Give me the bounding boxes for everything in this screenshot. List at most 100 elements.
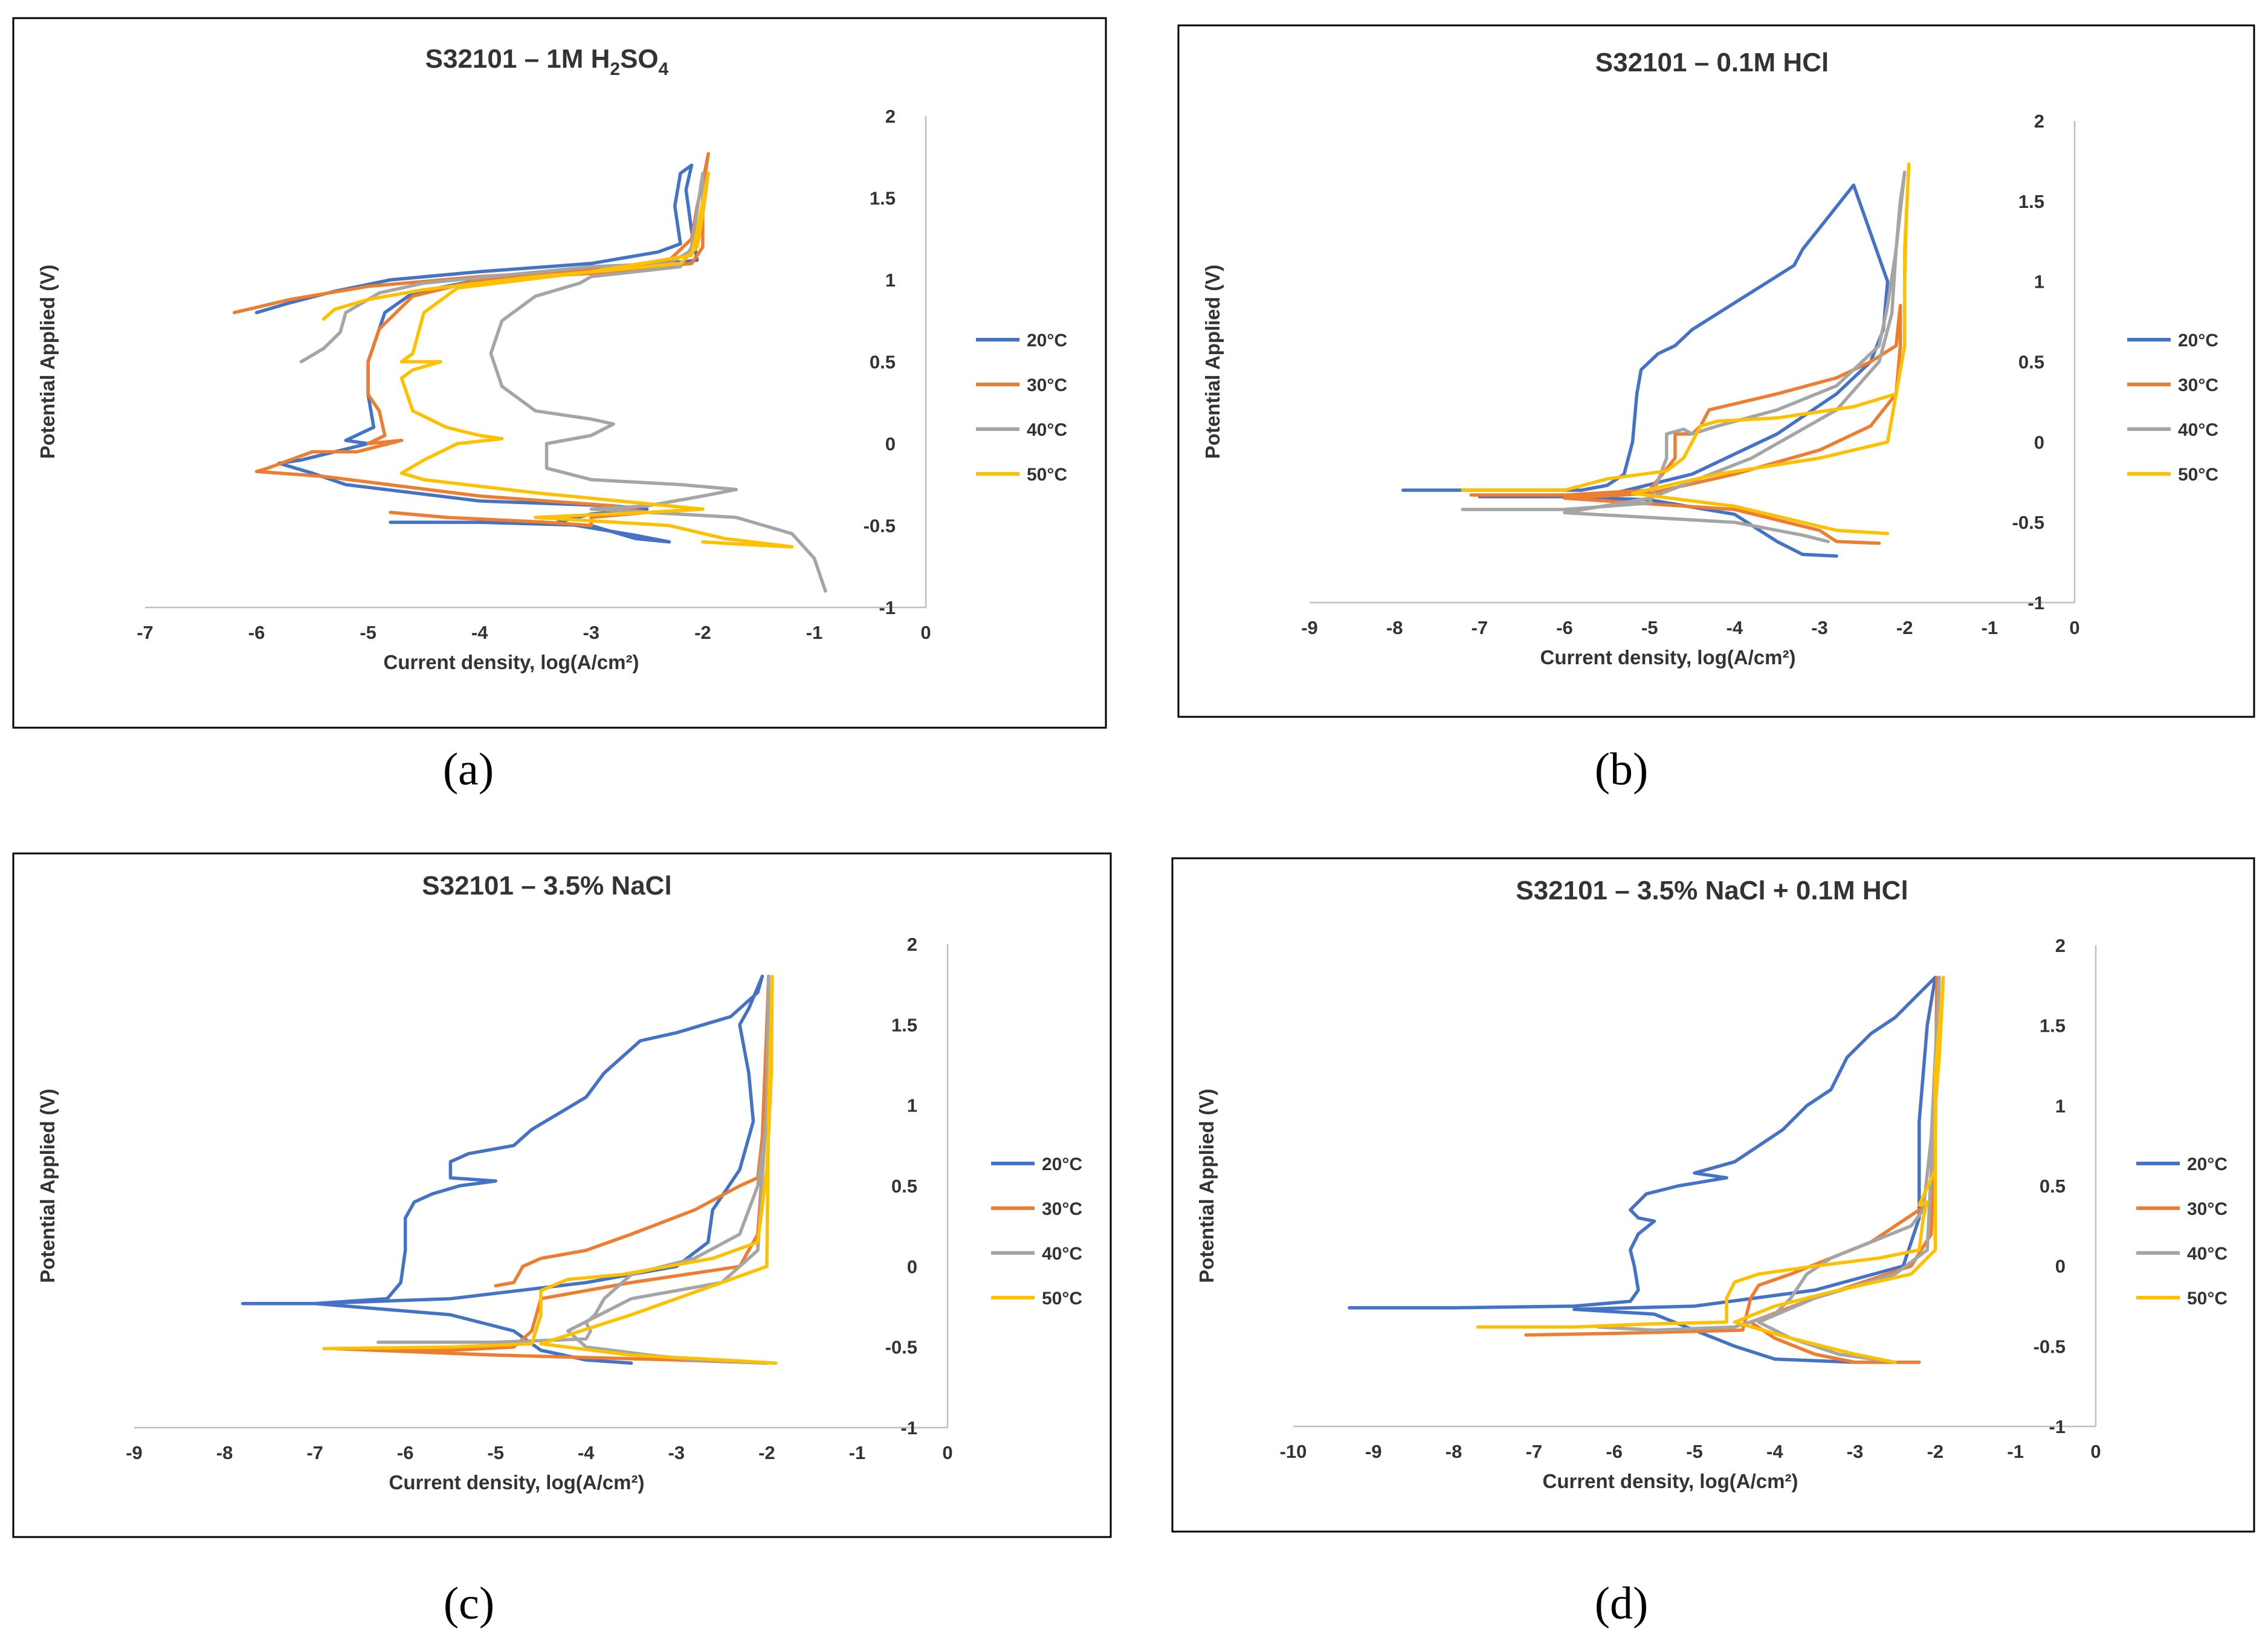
y-tick-label: -1 <box>2049 1416 2066 1437</box>
x-axis-label: Current density, log(A/cm²) <box>389 1471 645 1494</box>
chart-title-mid: SO <box>620 44 659 74</box>
x-tick-label: -1 <box>849 1442 866 1463</box>
y-tick-label: -0.5 <box>2034 1336 2066 1357</box>
y-tick-label: -1 <box>900 1417 917 1438</box>
chart-title-main: S32101 – 3.5% NaCl + 0.1M HCl <box>1516 876 1908 905</box>
legend-label: 50°C <box>2178 465 2218 485</box>
x-tick-label: -8 <box>1386 617 1403 638</box>
y-tick-label: -0.5 <box>885 1337 917 1358</box>
chart-frame <box>1171 857 2255 1533</box>
x-tick-label: -10 <box>1280 1441 1307 1462</box>
legend-label: 30°C <box>1027 375 1067 395</box>
legend-label: 20°C <box>1042 1154 1082 1174</box>
x-tick-label: -2 <box>1896 617 1913 638</box>
y-tick-label: 0 <box>2034 432 2044 453</box>
x-tick-label: -6 <box>1606 1441 1623 1462</box>
caption-b: (b) <box>1594 744 1649 795</box>
x-tick-label: -7 <box>306 1442 323 1463</box>
x-tick-label: -7 <box>137 622 153 643</box>
x-tick-label: -4 <box>1766 1441 1783 1462</box>
y-tick-label: 2 <box>2055 935 2066 956</box>
chart-frame <box>1177 24 2255 718</box>
x-tick-label: -5 <box>360 622 376 643</box>
x-tick-label: -3 <box>1811 617 1828 638</box>
series-line-40c <box>1461 170 1907 543</box>
legend-label: 40°C <box>2178 420 2218 440</box>
chart-title: S32101 – 0.1M HCl <box>1595 48 1829 77</box>
series-line-30c <box>1469 303 1902 545</box>
x-tick-label: -6 <box>248 622 265 643</box>
y-tick-label: 1 <box>2034 271 2044 293</box>
chart-frame <box>12 852 1112 1538</box>
y-tick-label: -1 <box>2027 592 2044 613</box>
legend-label: 50°C <box>2187 1289 2228 1309</box>
y-tick-label: 1 <box>907 1095 917 1116</box>
y-tick-label: 1 <box>885 270 896 291</box>
legend-label: 30°C <box>1042 1199 1082 1219</box>
x-axis-label: Current density, log(A/cm²) <box>1543 1470 1798 1492</box>
y-tick-label: -0.5 <box>864 516 896 537</box>
x-tick-label: 0 <box>942 1442 952 1463</box>
chart-frame <box>12 17 1107 729</box>
x-tick-label: -7 <box>1526 1441 1543 1462</box>
y-tick-label: 1.5 <box>2040 1015 2066 1037</box>
chart-d-svg: -10 -9 -8 -7 -6 -5 -4 -3 -2 -1 0-1-0.500.511.52Cur… <box>1171 857 2255 1533</box>
series-line-20c <box>1348 976 1937 1364</box>
x-axis-label: Current density, log(A/cm²) <box>384 651 639 673</box>
x-tick-label: -5 <box>1641 617 1658 638</box>
chart-a-svg: -7 -6 -5 -4 -3 -2 -1 0 -1 -0.5 0 0.5 1 1.5 2 Current de… <box>12 17 1107 729</box>
y-tick-label: 2 <box>885 106 896 127</box>
x-tick-label: -7 <box>1472 617 1488 638</box>
x-tick-label: -4 <box>1727 617 1743 638</box>
x-tick-label: -1 <box>806 622 823 643</box>
x-tick-label: -2 <box>1927 1441 1944 1462</box>
chart-title: S32101 – 1M H2SO4 <box>425 44 669 79</box>
y-tick-label: 2 <box>907 934 917 955</box>
y-axis-label: Potential Applied (V) <box>36 265 59 459</box>
chart-title: S32101 – 3.5% NaCl + 0.1M HCl <box>1516 876 1908 905</box>
chart-c-svg: -9 -8 -7 -6 -5 -4 -3 -2 -1 0 -1 -0.5 0 0.5 1 1.5 2 Curren… <box>12 852 1112 1538</box>
caption-a: (a) <box>442 744 494 795</box>
x-tick-label: -4 <box>578 1442 595 1463</box>
chart-panel-a: -7 -6 -5 -4 -3 -2 -1 0 -1 -0.5 0 0.5 1 1.5 2 Current de… <box>12 17 1107 729</box>
legend-label: 40°C <box>1042 1244 1082 1264</box>
chart-title-subscript: 4 <box>659 59 669 79</box>
chart-title-main: S32101 – 3.5% NaCl <box>422 871 671 901</box>
y-tick-label: 0.5 <box>870 352 896 373</box>
y-axis-label: Potential Applied (V) <box>1201 265 1224 459</box>
x-tick-label: -2 <box>758 1442 775 1463</box>
chart-panel-c: -9 -8 -7 -6 -5 -4 -3 -2 -1 0 -1 -0.5 0 0.5 1 1.5 2 Curren… <box>12 852 1112 1538</box>
x-axis-label: Current density, log(A/cm²) <box>1540 646 1796 668</box>
x-tick-label: -2 <box>694 622 711 643</box>
caption-d: (d) <box>1594 1578 1649 1629</box>
caption-c: (c) <box>443 1578 495 1629</box>
y-tick-label: -0.5 <box>2012 512 2044 533</box>
x-tick-label: -3 <box>1847 1441 1864 1462</box>
y-tick-label: -1 <box>879 597 896 618</box>
legend-label: 40°C <box>2187 1244 2228 1264</box>
x-tick-label: -6 <box>397 1442 414 1463</box>
y-tick-label: 0.5 <box>891 1176 917 1197</box>
y-tick-label: 0.5 <box>2018 352 2044 373</box>
y-tick-label: 0 <box>2055 1256 2066 1277</box>
series-line-20c <box>241 974 764 1365</box>
chart-title-subscript: 2 <box>610 59 620 79</box>
series-line-50c <box>321 172 794 549</box>
x-tick-label: -8 <box>1446 1441 1462 1462</box>
y-tick-label: 1.5 <box>891 1014 917 1035</box>
y-axis-label: Potential Applied (V) <box>1195 1089 1218 1283</box>
x-tick-label: 0 <box>2069 617 2079 638</box>
legend-label: 30°C <box>2187 1199 2228 1219</box>
x-tick-label: 0 <box>920 622 931 643</box>
chart-b-svg: -9 -8 -7 -6 -5 -4 -3 -2 -1 0 -1 -0.5 0 0.5 1 1.5 2 Curren… <box>1177 24 2255 718</box>
x-tick-label: -4 <box>471 622 488 643</box>
chart-panel-b: -9 -8 -7 -6 -5 -4 -3 -2 -1 0 -1 -0.5 0 0.5 1 1.5 2 Curren… <box>1177 24 2255 718</box>
y-tick-label: 0.5 <box>2040 1176 2066 1197</box>
legend-label: 50°C <box>1027 465 1067 485</box>
x-tick-label: -3 <box>668 1442 685 1463</box>
y-tick-label: 0 <box>885 433 896 455</box>
y-tick-label: 1.5 <box>870 188 896 209</box>
x-tick-label: -9 <box>1301 617 1318 638</box>
legend-label: 50°C <box>1042 1289 1082 1309</box>
series-line-40c <box>299 172 827 593</box>
